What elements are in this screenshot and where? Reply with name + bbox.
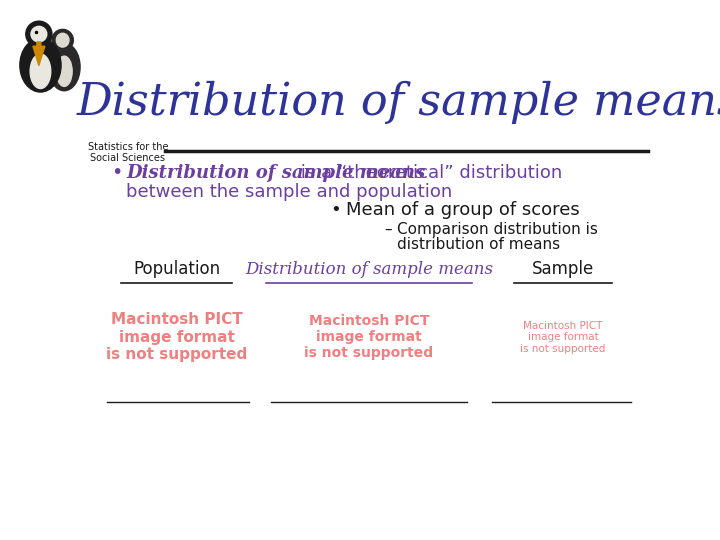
FancyArrow shape <box>33 42 45 66</box>
Text: –: – <box>384 221 392 237</box>
Text: Macintosh PICT
image format
is not supported: Macintosh PICT image format is not suppo… <box>106 312 247 362</box>
Text: Distribution of sample means: Distribution of sample means <box>76 80 720 124</box>
Text: •: • <box>330 201 341 219</box>
Text: Statistics for the
Social Sciences: Statistics for the Social Sciences <box>88 141 168 163</box>
Text: Sample: Sample <box>532 260 594 279</box>
Ellipse shape <box>56 33 69 47</box>
Ellipse shape <box>56 56 72 86</box>
Text: •: • <box>111 164 122 183</box>
Text: Comparison distribution is: Comparison distribution is <box>397 221 598 237</box>
Text: Distribution of sample means: Distribution of sample means <box>126 164 426 182</box>
Text: between the sample and population: between the sample and population <box>126 183 452 201</box>
Text: Macintosh PICT
image format
is not supported: Macintosh PICT image format is not suppo… <box>305 314 433 360</box>
Text: Macintosh PICT
image format
is not supported: Macintosh PICT image format is not suppo… <box>521 321 606 354</box>
Text: Distribution of sample means: Distribution of sample means <box>245 261 493 278</box>
Text: distribution of means: distribution of means <box>397 238 560 252</box>
Ellipse shape <box>31 26 47 42</box>
Ellipse shape <box>20 38 61 92</box>
Text: Mean of a group of scores: Mean of a group of scores <box>346 201 580 219</box>
Ellipse shape <box>26 21 52 47</box>
Ellipse shape <box>30 54 50 89</box>
Text: is a “theoretical” distribution: is a “theoretical” distribution <box>295 164 562 182</box>
Ellipse shape <box>52 29 73 51</box>
Ellipse shape <box>48 43 80 91</box>
Text: Population: Population <box>133 260 220 279</box>
